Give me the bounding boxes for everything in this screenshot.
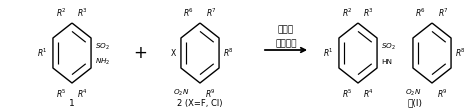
Text: $R^3$: $R^3$ (364, 6, 374, 18)
Text: $R^4$: $R^4$ (364, 87, 374, 100)
Text: $R^8$: $R^8$ (223, 47, 234, 59)
Text: $O_2N$: $O_2N$ (173, 87, 189, 98)
Text: $R^2$: $R^2$ (55, 6, 66, 18)
Text: $SO_2$: $SO_2$ (95, 41, 110, 51)
Text: 1: 1 (69, 98, 75, 107)
Text: $R^5$: $R^5$ (342, 87, 353, 100)
Text: $R^6$: $R^6$ (415, 6, 427, 18)
Text: $R^8$: $R^8$ (455, 47, 466, 59)
Text: $R^9$: $R^9$ (206, 87, 217, 100)
Text: $R^5$: $R^5$ (55, 87, 66, 100)
Text: $O_2N$: $O_2N$ (405, 87, 421, 98)
Text: 缚酸剂: 缚酸剂 (278, 26, 294, 35)
Text: +: + (133, 44, 147, 62)
Text: 式(I): 式(I) (408, 98, 422, 107)
Text: $R^3$: $R^3$ (78, 6, 89, 18)
Text: 2 (X=F, Cl): 2 (X=F, Cl) (177, 98, 223, 107)
Text: HN: HN (381, 59, 392, 65)
Text: $R^2$: $R^2$ (342, 6, 353, 18)
Text: $R^6$: $R^6$ (183, 6, 194, 18)
Text: $R^7$: $R^7$ (438, 6, 448, 18)
Text: $SO_2$: $SO_2$ (381, 41, 396, 51)
Text: $R^4$: $R^4$ (77, 87, 89, 100)
Text: $NH_2$: $NH_2$ (95, 57, 110, 67)
Text: $R^1$: $R^1$ (323, 47, 334, 59)
Text: $R^1$: $R^1$ (37, 47, 48, 59)
Text: 微波辐射: 微波辐射 (275, 39, 297, 49)
Text: X: X (171, 49, 176, 58)
Text: $R^9$: $R^9$ (438, 87, 448, 100)
Text: $R^7$: $R^7$ (206, 6, 217, 18)
